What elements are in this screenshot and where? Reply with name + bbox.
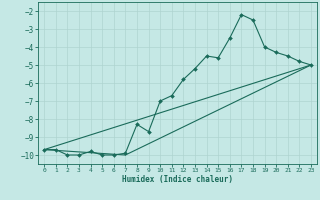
X-axis label: Humidex (Indice chaleur): Humidex (Indice chaleur) [122,175,233,184]
